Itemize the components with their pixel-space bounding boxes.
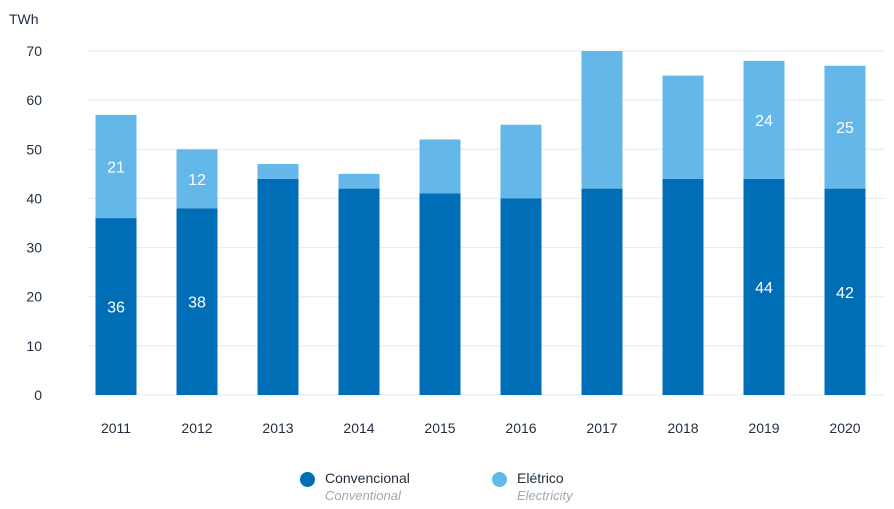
x-tick-label-2014: 2014	[343, 420, 374, 436]
bar-conventional-2013	[257, 178, 299, 395]
bar-label-electricity-2019: 24	[755, 113, 773, 130]
y-tick-label-30: 30	[26, 240, 42, 256]
bar-electricity-2013	[257, 164, 299, 179]
bar-electricity-2017	[581, 51, 623, 189]
x-tick-label-2015: 2015	[424, 420, 455, 436]
bar-conventional-2020	[824, 188, 866, 395]
x-tick-label-2017: 2017	[586, 420, 617, 436]
bar-electricity-2014	[338, 173, 380, 189]
bars	[95, 51, 866, 395]
bar-electricity-2012	[176, 149, 218, 209]
bar-conventional-2012	[176, 208, 218, 395]
x-tick-label-2019: 2019	[748, 420, 779, 436]
x-tick-label-2013: 2013	[262, 420, 293, 436]
y-axis-unit-label: TWh	[9, 11, 39, 27]
legend-swatch-electricity	[492, 472, 507, 487]
bar-conventional-2016	[500, 198, 542, 395]
x-tick-label-2018: 2018	[667, 420, 698, 436]
bar-electricity-2015	[419, 139, 461, 194]
x-tick-label-2012: 2012	[181, 420, 212, 436]
bar-electricity-2016	[500, 124, 542, 199]
bar-value-labels: 36 21 38 12 44 24 42 25	[107, 113, 854, 317]
bar-electricity-2019	[743, 60, 785, 179]
bar-conventional-2015	[419, 193, 461, 395]
bar-label-electricity-2012: 12	[188, 172, 206, 189]
y-axis-ticks: 0 10 20 30 40 50 60 70	[26, 43, 42, 403]
legend-swatch-conventional	[300, 472, 315, 487]
y-tick-label-60: 60	[26, 92, 42, 108]
x-tick-label-2016: 2016	[505, 420, 536, 436]
legend-sublabel-conventional: Conventional	[325, 488, 401, 503]
bar-electricity-2011	[95, 114, 137, 219]
x-tick-label-2011: 2011	[101, 420, 131, 436]
legend: Convencional Conventional Elétrico Elect…	[0, 469, 894, 509]
bar-label-conventional-2012: 38	[188, 295, 206, 312]
bar-conventional-2019	[743, 178, 785, 395]
legend-item-electricity[interactable]: Elétrico Electricity	[492, 469, 573, 505]
bar-conventional-2017	[581, 188, 623, 395]
bar-label-electricity-2011: 21	[107, 159, 125, 176]
bar-conventional-2018	[662, 178, 704, 395]
gridlines	[88, 50, 884, 396]
legend-label-conventional: Convencional	[325, 470, 410, 486]
y-tick-label-20: 20	[26, 289, 42, 305]
y-tick-label-10: 10	[26, 338, 42, 354]
y-tick-label-40: 40	[26, 190, 42, 206]
bar-electricity-2018	[662, 75, 704, 179]
y-tick-label-70: 70	[26, 43, 42, 59]
bar-label-electricity-2020: 25	[836, 120, 854, 137]
x-axis-ticks: 2011 2012 2013 2014 2015 2016 2017 2018 2019 2020	[101, 420, 861, 436]
bar-conventional-2011	[95, 218, 137, 395]
legend-sublabel-electricity: Electricity	[517, 488, 573, 503]
bar-label-conventional-2020: 42	[836, 285, 854, 302]
bar-conventional-2014	[338, 188, 380, 395]
legend-item-conventional[interactable]: Convencional Conventional	[300, 469, 410, 505]
legend-label-electricity: Elétrico	[517, 470, 564, 486]
y-tick-label-50: 50	[26, 141, 42, 157]
bar-label-conventional-2011: 36	[107, 300, 125, 317]
bar-label-conventional-2019: 44	[755, 280, 773, 297]
bar-electricity-2020	[824, 65, 866, 189]
y-tick-label-0: 0	[34, 387, 42, 403]
x-tick-label-2020: 2020	[829, 420, 860, 436]
